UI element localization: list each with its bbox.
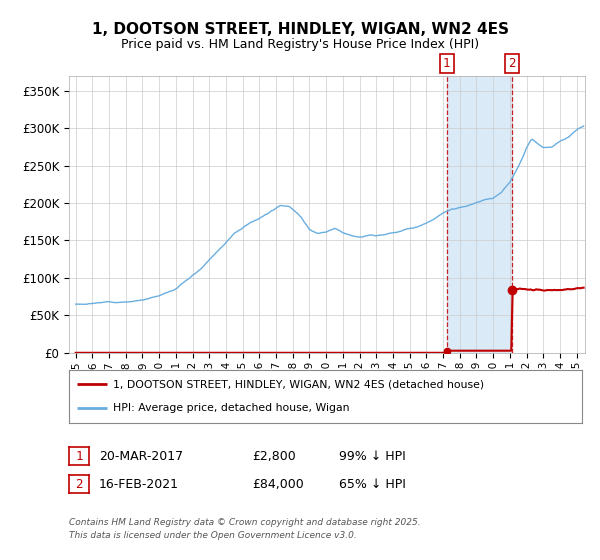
Bar (447, 76, 512, 353)
Text: 1: 1 (443, 57, 451, 70)
Text: 16-FEB-2021: 16-FEB-2021 (99, 478, 179, 491)
Text: Contains HM Land Registry data © Crown copyright and database right 2025.
This d: Contains HM Land Registry data © Crown c… (69, 518, 421, 539)
Text: 1: 1 (75, 450, 83, 463)
Text: Price paid vs. HM Land Registry's House Price Index (HPI): Price paid vs. HM Land Registry's House … (121, 38, 479, 51)
Text: 2: 2 (508, 57, 515, 70)
Text: 1, DOOTSON STREET, HINDLEY, WIGAN, WN2 4ES: 1, DOOTSON STREET, HINDLEY, WIGAN, WN2 4… (91, 22, 509, 38)
Text: £84,000: £84,000 (252, 478, 304, 491)
Text: 1, DOOTSON STREET, HINDLEY, WIGAN, WN2 4ES (detached house): 1, DOOTSON STREET, HINDLEY, WIGAN, WN2 4… (113, 380, 484, 390)
Text: 65% ↓ HPI: 65% ↓ HPI (339, 478, 406, 491)
Text: HPI: Average price, detached house, Wigan: HPI: Average price, detached house, Wiga… (113, 403, 349, 413)
Text: 20-MAR-2017: 20-MAR-2017 (99, 450, 183, 463)
Text: 99% ↓ HPI: 99% ↓ HPI (339, 450, 406, 463)
Text: 2: 2 (75, 478, 83, 491)
Text: £2,800: £2,800 (252, 450, 296, 463)
